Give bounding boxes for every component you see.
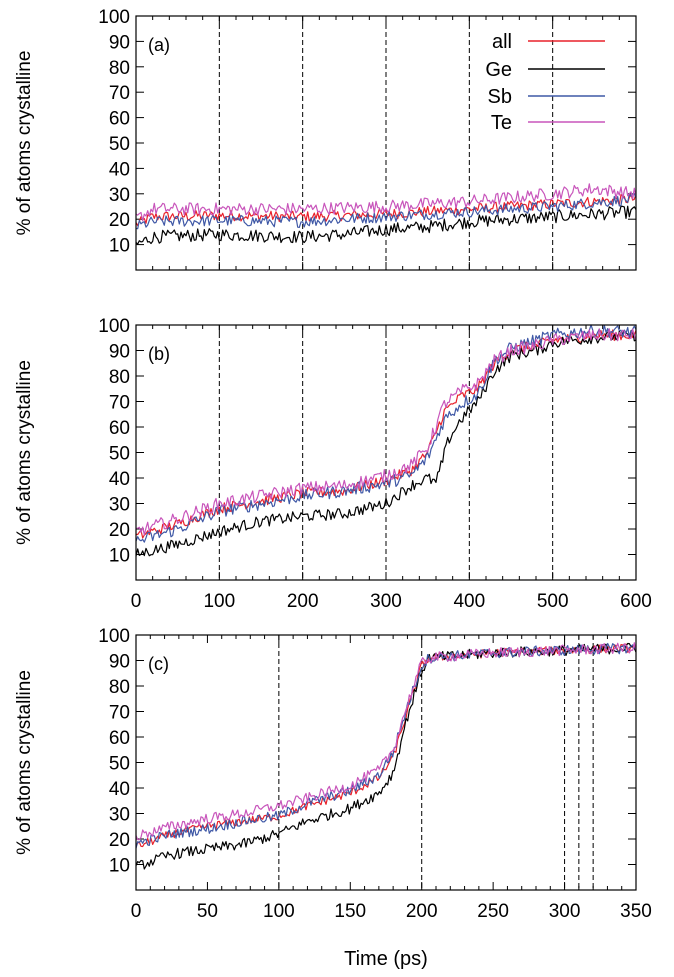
y-axis-label: % of atoms crystalline: [14, 360, 35, 545]
y-tick-label: 90: [109, 32, 130, 53]
y-tick-label: 70: [109, 703, 130, 724]
x-tick-label: 0: [131, 591, 142, 612]
y-axis-label: % of atoms crystalline: [14, 670, 35, 855]
y-tick-label: 40: [109, 159, 130, 180]
series-line-ge: [136, 330, 636, 556]
x-tick-label: 350: [620, 901, 652, 922]
x-tick-label: 250: [477, 901, 509, 922]
y-axis-label: % of atoms crystalline: [14, 51, 35, 236]
legend-label-all: all: [492, 31, 512, 53]
y-tick-label: 30: [109, 495, 130, 516]
y-tick-label: 80: [109, 58, 130, 79]
x-tick-label: 100: [203, 591, 235, 612]
x-tick-label: 400: [453, 591, 485, 612]
panel-label: (a): [148, 35, 170, 55]
series-line-all: [136, 644, 636, 846]
x-tick-label: 150: [334, 901, 366, 922]
y-tick-label: 100: [98, 316, 130, 337]
y-tick-label: 100: [98, 626, 130, 647]
y-tick-label: 10: [109, 856, 130, 877]
y-tick-label: 100: [98, 7, 130, 28]
x-tick-label: 50: [197, 901, 218, 922]
y-tick-label: 70: [109, 393, 130, 414]
y-tick-label: 60: [109, 109, 130, 130]
y-tick-label: 10: [109, 546, 130, 567]
y-tick-label: 60: [109, 418, 130, 439]
x-tick-label: 0: [131, 901, 142, 922]
legend-label-ge: Ge: [485, 59, 512, 81]
x-axis-label: Time (ps): [344, 948, 428, 970]
x-tick-label: 600: [620, 591, 652, 612]
plot-frame: [136, 16, 636, 270]
y-tick-label: 80: [109, 367, 130, 388]
panel-label: (b): [148, 344, 170, 364]
y-tick-label: 40: [109, 779, 130, 800]
y-tick-label: 50: [109, 134, 130, 155]
y-tick-label: 20: [109, 210, 130, 231]
series-line-te: [136, 643, 636, 840]
panel-3: 10 20 30 40 50 60 70 80 90 100 0 50 100 150 200 250 300 3…: [14, 626, 652, 970]
x-tick-label: 100: [263, 901, 295, 922]
y-tick-label: 90: [109, 342, 130, 363]
y-tick-label: 20: [109, 520, 130, 541]
x-tick-label: 200: [406, 901, 438, 922]
y-tick-label: 50: [109, 754, 130, 775]
plot-frame: [136, 635, 636, 890]
y-tick-label: 70: [109, 83, 130, 104]
y-tick-label: 80: [109, 677, 130, 698]
y-tick-label: 60: [109, 728, 130, 749]
legend: all Ge Sb Te: [485, 31, 605, 134]
legend-label-sb: Sb: [488, 86, 512, 108]
x-tick-label: 300: [370, 591, 402, 612]
y-tick-label: 30: [109, 185, 130, 206]
y-tick-label: 20: [109, 830, 130, 851]
legend-label-te: Te: [491, 112, 512, 134]
panel-2: 10 20 30 40 50 60 70 80 90 100 0 100 200 300 400 500 600…: [14, 316, 652, 612]
y-tick-label: 30: [109, 805, 130, 826]
panel-1: 10 20 30 40 50 60 70 80 90 100 (a) % of atoms cryst…: [14, 7, 636, 270]
x-tick-label: 500: [537, 591, 569, 612]
y-tick-label: 50: [109, 444, 130, 465]
panel-label: (c): [148, 654, 169, 674]
y-tick-label: 90: [109, 652, 130, 673]
x-tick-label: 200: [287, 591, 319, 612]
x-tick-label: 300: [549, 901, 581, 922]
y-tick-label: 10: [109, 236, 130, 257]
y-tick-label: 40: [109, 469, 130, 490]
series-line-sb: [136, 644, 636, 849]
